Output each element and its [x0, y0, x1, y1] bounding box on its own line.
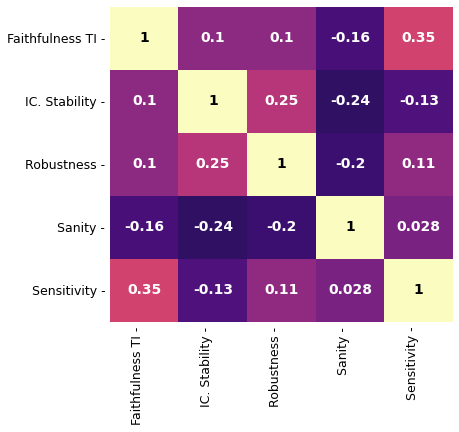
Text: 1: 1: [345, 220, 354, 234]
Text: 0.11: 0.11: [401, 157, 435, 172]
Text: -0.2: -0.2: [334, 157, 364, 172]
Text: 0.25: 0.25: [196, 157, 230, 172]
Text: 1: 1: [276, 157, 286, 172]
Text: 0.1: 0.1: [132, 95, 157, 108]
Text: 0.11: 0.11: [264, 283, 298, 297]
Text: 1: 1: [208, 95, 218, 108]
Text: -0.16: -0.16: [124, 220, 164, 234]
Text: -0.13: -0.13: [193, 283, 233, 297]
Text: 0.028: 0.028: [327, 283, 371, 297]
Text: 0.1: 0.1: [132, 157, 157, 172]
Text: 1: 1: [413, 283, 423, 297]
Text: 0.1: 0.1: [269, 32, 293, 45]
Text: -0.2: -0.2: [266, 220, 296, 234]
Text: 0.028: 0.028: [396, 220, 440, 234]
Text: 0.35: 0.35: [401, 32, 435, 45]
Text: 1: 1: [139, 32, 149, 45]
Text: -0.24: -0.24: [330, 95, 369, 108]
Text: -0.13: -0.13: [398, 95, 438, 108]
Text: 0.1: 0.1: [200, 32, 225, 45]
Text: -0.24: -0.24: [193, 220, 233, 234]
Text: -0.16: -0.16: [330, 32, 369, 45]
Text: 0.35: 0.35: [127, 283, 161, 297]
Text: 0.25: 0.25: [264, 95, 298, 108]
